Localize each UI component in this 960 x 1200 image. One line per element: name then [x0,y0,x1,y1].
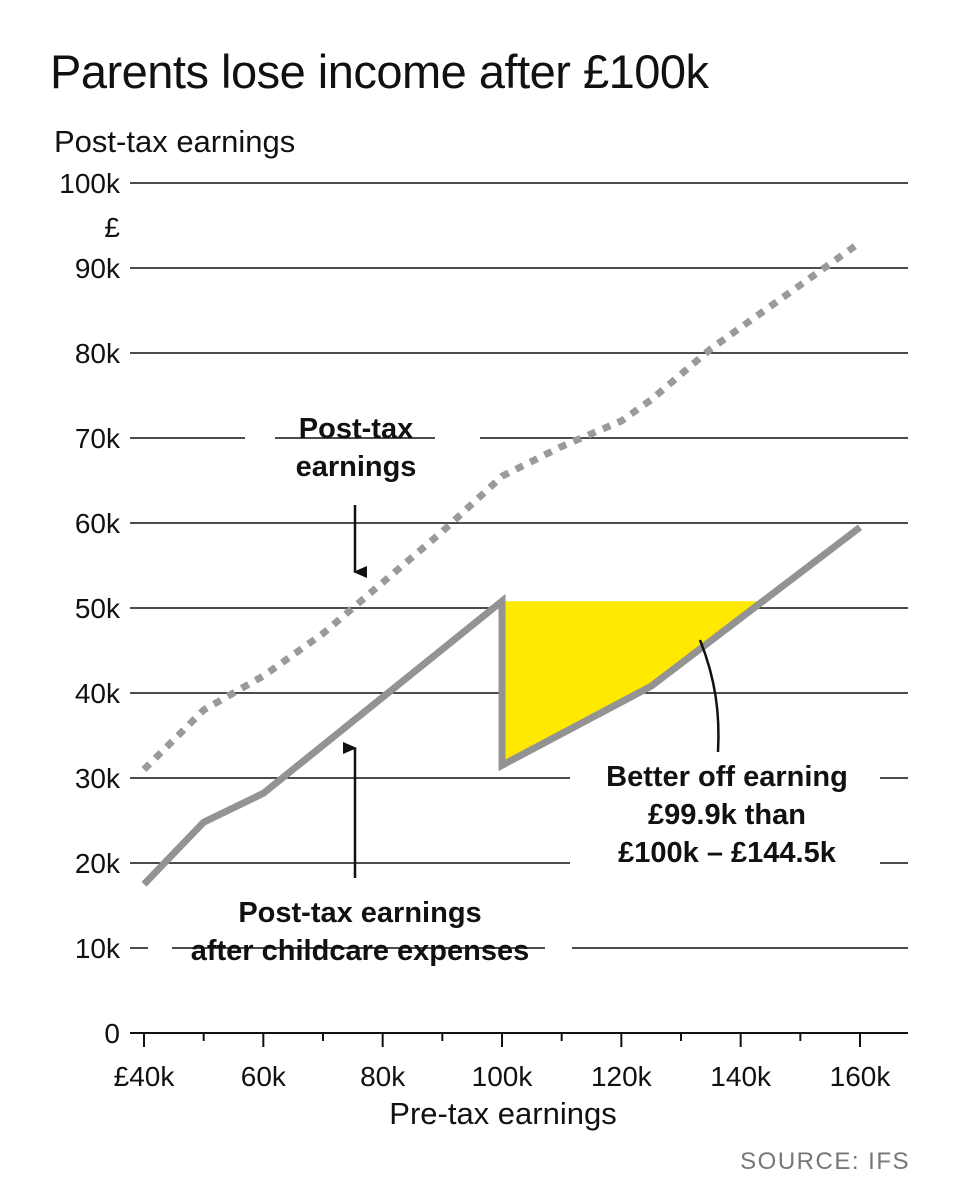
y-tick-label: 70k [75,423,121,454]
chart-title: Parents lose income after £100k [50,45,709,98]
x-axis-title: Pre-tax earnings [389,1096,616,1131]
annotation-better-off: Better off earning [606,761,848,793]
y-axis-title: Post-tax earnings [54,124,296,159]
y-tick-label: 100k [59,168,121,199]
series-lines [141,239,863,887]
annotation-post-tax: Post-tax [299,413,413,445]
y-axis-ticks: 0 10k 20k 30k 40k 50k 60k 70k 80k 90k 100k [59,168,121,1049]
x-tick-label: 100k [472,1061,534,1092]
gridlines [130,182,908,949]
y-tick-label: 10k [75,933,121,964]
y-tick-label: 50k [75,593,121,624]
annotation-after-childcare: after childcare expenses [191,935,530,967]
y-tick-label: 0 [104,1018,120,1049]
annotation-post-tax: earnings [296,451,417,483]
better-off-shading [502,597,768,766]
series-post-tax-line [141,239,863,772]
y-tick-label: 80k [75,338,121,369]
annotation-better-off: £99.9k than [648,799,806,831]
leader-better-off [698,639,720,753]
y-tick-label: 40k [75,678,121,709]
x-tick-label: 140k [710,1061,772,1092]
annotation-after-childcare: Post-tax earnings [238,897,481,929]
y-tick-label: 90k [75,253,121,284]
x-tick-label: 80k [360,1061,406,1092]
annotations: Post-tax earnings Post-tax earnings after c… [191,413,848,967]
series-after-childcare-line [141,524,863,887]
x-tick-label: 120k [591,1061,653,1092]
annotation-better-off: £100k – £144.5k [618,837,837,869]
x-axis: £40k 60k 80k 100k 120k 140k 160k [114,1032,908,1092]
y-axis-unit: £ [104,212,120,243]
x-tick-label: £40k [114,1061,176,1092]
source-note: SOURCE: IFS [740,1148,910,1175]
x-tick-label: 60k [241,1061,287,1092]
x-tick-label: 160k [830,1061,892,1092]
better-off-region [502,597,768,766]
y-tick-label: 60k [75,508,121,539]
y-tick-label: 30k [75,763,121,794]
y-tick-label: 20k [75,848,121,879]
